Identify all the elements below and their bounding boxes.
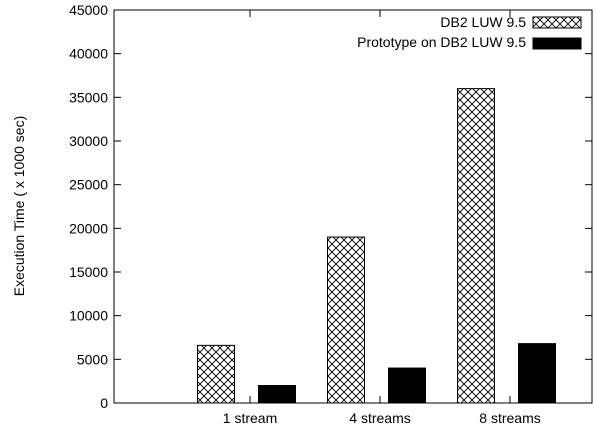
bar-db2-4-streams bbox=[327, 236, 365, 404]
y-tick-label: 20000 bbox=[69, 220, 108, 236]
y-axis-ticks: 0 5000 10000 15000 20000 25000 30000 35000 40000… bbox=[69, 2, 592, 411]
bar-prototype-8-streams bbox=[518, 343, 556, 404]
y-tick-label: 10000 bbox=[69, 308, 108, 324]
y-tick-label: 15000 bbox=[69, 264, 108, 280]
y-tick-label: 5000 bbox=[77, 351, 108, 367]
bar-db2-8-streams bbox=[457, 88, 495, 404]
y-tick-label: 30000 bbox=[69, 133, 108, 149]
bars bbox=[197, 88, 556, 404]
bar-prototype-4-streams bbox=[388, 367, 426, 404]
y-tick-label: 45000 bbox=[69, 2, 108, 18]
y-tick-label: 35000 bbox=[69, 89, 108, 105]
y-tick-label: 0 bbox=[100, 395, 108, 411]
legend-label-prototype: Prototype on DB2 LUW 9.5 bbox=[357, 34, 526, 50]
x-axis-ticks: 1 stream 4 streams 8 streams bbox=[223, 10, 541, 426]
y-tick-label: 40000 bbox=[69, 46, 108, 62]
legend-label-db2: DB2 LUW 9.5 bbox=[440, 14, 526, 30]
bar-prototype-1-stream bbox=[258, 385, 296, 404]
legend-swatch-prototype bbox=[532, 37, 582, 50]
y-tick-label: 25000 bbox=[69, 177, 108, 193]
y-axis-label: Execution Time ( x 1000 sec) bbox=[11, 116, 27, 297]
legend-swatch-db2 bbox=[532, 16, 582, 29]
x-tick-label: 8 streams bbox=[479, 410, 540, 426]
x-tick-label: 1 stream bbox=[223, 410, 277, 426]
x-tick-label: 4 streams bbox=[349, 410, 410, 426]
legend: DB2 LUW 9.5 Prototype on DB2 LUW 9.5 bbox=[357, 14, 582, 50]
bar-db2-1-stream bbox=[197, 344, 235, 404]
